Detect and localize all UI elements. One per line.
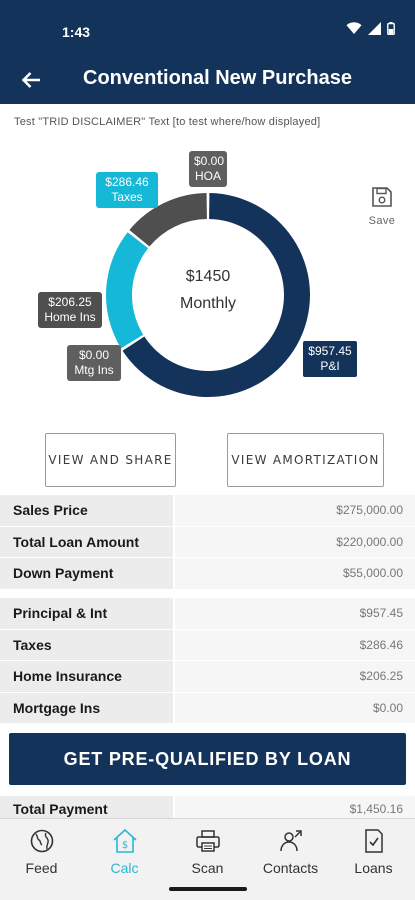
nav-item-calc[interactable]: $ Calc: [83, 819, 166, 882]
view-and-share-button[interactable]: VIEW AND SHARE: [45, 433, 176, 487]
chart-label-pi-value: $957.45: [308, 344, 352, 358]
row-value: $220,000.00: [173, 526, 415, 558]
chart-label-pi: $957.45 P&I: [302, 340, 358, 378]
table-row-down-payment: Down Payment $55,000.00: [0, 558, 415, 590]
loan-summary-table: Sales Price $275,000.00 Total Loan Amoun…: [0, 495, 415, 590]
donut-svg: [106, 193, 310, 397]
nav-item-contacts[interactable]: Contacts: [249, 819, 332, 882]
nav-label-feed: Feed: [25, 860, 58, 876]
chart-label-taxes-name: Taxes: [111, 190, 143, 204]
chart-label-home-ins-name: Home Ins: [44, 310, 96, 324]
save-button[interactable]: Save: [366, 186, 398, 227]
view-amortization-button[interactable]: VIEW AMORTIZATION: [227, 433, 384, 487]
contacts-icon: [279, 830, 302, 852]
row-label: Sales Price: [0, 495, 173, 526]
row-label: Total Payment: [0, 796, 173, 818]
chart-label-hoa: $0.00 HOA: [189, 151, 227, 187]
chart-label-mtg-ins: $0.00 Mtg Ins: [67, 345, 121, 381]
cell-signal-icon: [368, 22, 381, 35]
chart-label-taxes: $286.46 Taxes: [96, 172, 158, 208]
document-check-icon: [364, 829, 383, 853]
chart-label-mtg-ins-value: $0.00: [78, 348, 110, 362]
table-row-taxes: Taxes $286.46: [0, 629, 415, 662]
status-bar: 1:43: [0, 0, 415, 56]
row-value: $1,450.16: [173, 796, 415, 818]
payment-breakdown-table: Principal & Int $957.45 Taxes $286.46 Ho…: [0, 598, 415, 725]
table-row-total-loan-amount: Total Loan Amount $220,000.00: [0, 526, 415, 559]
save-icon: [372, 187, 392, 207]
wifi-icon: [346, 22, 362, 34]
row-label: Taxes: [0, 629, 173, 661]
battery-icon: [387, 22, 395, 35]
row-value: $275,000.00: [173, 495, 415, 526]
row-label: Principal & Int: [0, 598, 173, 629]
row-value: $0.00: [173, 692, 415, 724]
chart-label-home-ins-value: $206.25: [48, 295, 92, 309]
chart-label-hoa-name: HOA: [194, 169, 221, 183]
printer-icon: [195, 830, 220, 852]
chart-label-taxes-value: $286.46: [105, 175, 149, 189]
svg-text:$: $: [121, 840, 127, 851]
row-value: $286.46: [173, 629, 415, 661]
chart-label-hoa-value: $0.00: [194, 154, 225, 168]
row-value: $55,000.00: [173, 558, 415, 589]
bottom-nav: Feed $ Calc Scan Contacts Loans: [0, 818, 415, 882]
nav-label-loans: Loans: [354, 860, 393, 876]
globe-icon: [30, 829, 53, 853]
nav-item-loans[interactable]: Loans: [332, 819, 415, 882]
trid-disclaimer: Test "TRID DISCLAIMER" Text [to test whe…: [14, 116, 321, 128]
row-label: Home Insurance: [0, 661, 173, 692]
chart-label-mtg-ins-name: Mtg Ins: [74, 363, 114, 377]
row-label: Total Loan Amount: [0, 526, 173, 558]
nav-item-scan[interactable]: Scan: [166, 819, 249, 882]
row-value: $957.45: [173, 598, 415, 629]
arrow-left-icon: [21, 72, 40, 88]
table-row-principal-int: Principal & Int $957.45: [0, 598, 415, 630]
nav-item-feed[interactable]: Feed: [0, 819, 83, 882]
payment-donut-chart: [0, 140, 415, 430]
row-label: Down Payment: [0, 558, 173, 589]
donut-slice-taxes: [106, 232, 149, 349]
table-row-sales-price: Sales Price $275,000.00: [0, 495, 415, 527]
table-row-mortgage-ins: Mortgage Ins $0.00: [0, 692, 415, 725]
home-dollar-icon: $: [112, 828, 137, 853]
status-time: 1:43: [62, 24, 91, 40]
gesture-area: [0, 882, 415, 900]
chart-label-pi-name: P&I: [320, 359, 340, 373]
app-bar: Conventional New Purchase: [0, 56, 415, 104]
table-row-total-payment: Total Payment $1,450.16: [0, 796, 415, 818]
nav-label-calc: Calc: [110, 860, 139, 876]
nav-label-scan: Scan: [191, 860, 224, 876]
table-row-home-insurance: Home Insurance $206.25: [0, 661, 415, 693]
status-icons: [346, 22, 395, 35]
chart-center-amount: $1450: [185, 268, 231, 285]
save-label: Save: [368, 215, 396, 227]
chart-label-home-ins: $206.25 Home Ins: [38, 292, 102, 328]
row-value: $206.25: [173, 661, 415, 692]
back-button[interactable]: [16, 66, 46, 94]
chart-center-label: Monthly: [179, 295, 237, 312]
donut-slice-home-ins: [129, 193, 207, 247]
row-label: Mortgage Ins: [0, 692, 173, 724]
get-pre-qualified-button[interactable]: GET PRE-QUALIFIED BY LOAN: [9, 733, 406, 785]
nav-label-contacts: Contacts: [262, 860, 319, 876]
page-title: Conventional New Purchase: [83, 67, 352, 89]
home-gesture-bar[interactable]: [169, 887, 247, 891]
